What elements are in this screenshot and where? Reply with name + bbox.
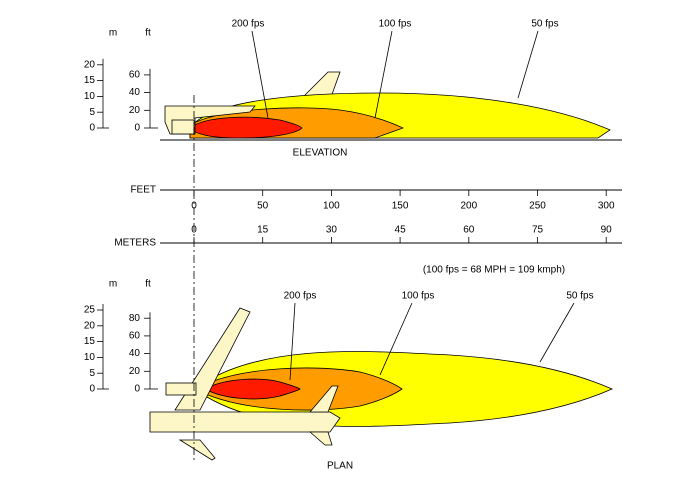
m-tick-label: 10: [84, 352, 96, 363]
feet-tick-label: 200: [460, 201, 477, 212]
feet-tick-label: 50: [257, 201, 269, 212]
wing-bottom: [178, 439, 216, 461]
m-tick-label: 10: [84, 91, 96, 102]
meters-tick-label: 30: [326, 225, 338, 236]
nacelle: [171, 119, 195, 135]
contour-label: 50 fps: [531, 19, 558, 30]
meters-tick-label: 90: [601, 225, 613, 236]
contour-200: [189, 116, 303, 139]
m-tick-label: 15: [84, 75, 96, 86]
leader-line: [374, 30, 393, 119]
ft-tick-label: 60: [129, 70, 141, 81]
contour-200: [204, 378, 301, 400]
m-unit: m: [109, 28, 117, 39]
feet-tick-label: 0: [191, 201, 197, 212]
stabilizer-bottom: [308, 431, 333, 446]
ft-tick-label: 0: [134, 123, 140, 134]
leader-line: [251, 30, 269, 119]
m-tick-label: 0: [89, 384, 95, 395]
feet-tick-label: 250: [529, 201, 546, 212]
leader-line: [517, 30, 539, 99]
view-title: ELEVATION: [293, 148, 348, 159]
meters-tick-label: 60: [463, 225, 475, 236]
feet-tick-label: 100: [323, 201, 340, 212]
view-title: PLAN: [327, 461, 353, 472]
contour-label: 50 fps: [566, 291, 593, 302]
m-tick-label: 0: [89, 123, 95, 134]
contour-label: 100 fps: [402, 291, 435, 302]
stabilizer-top: [309, 385, 339, 413]
ft-tick-label: 20: [129, 105, 141, 116]
leader-line: [539, 302, 575, 363]
fuselage: [149, 411, 341, 433]
ft-tick-label: 0: [134, 384, 140, 395]
meters-tick-label: 45: [395, 225, 407, 236]
conversion-note: (100 fps = 68 MPH = 109 kmph): [423, 265, 565, 276]
contour-label: 100 fps: [379, 19, 412, 30]
ft-tick-label: 40: [129, 87, 141, 98]
ft-tick-label: 20: [129, 366, 141, 377]
m-tick-label: 5: [89, 107, 95, 118]
m-tick-label: 5: [89, 368, 95, 379]
contour-label: 200 fps: [284, 291, 317, 302]
m-tick-label: 20: [84, 320, 96, 331]
m-tick-label: 25: [84, 305, 96, 316]
leader-line: [379, 302, 413, 376]
elevation-view: ELEVATION: [160, 71, 622, 159]
contour-label: 200 fps: [232, 19, 265, 30]
m-unit: m: [109, 279, 117, 290]
meters-tick-label: 0: [191, 225, 197, 236]
meters-tick-label: 75: [532, 225, 544, 236]
ft-unit: ft: [145, 279, 151, 290]
plan-view: PLAN: [149, 307, 613, 472]
feet-tick-label: 150: [392, 201, 409, 212]
m-tick-label: 15: [84, 336, 96, 347]
engine: [165, 382, 197, 396]
m-tick-label: 20: [84, 59, 96, 70]
ft-tick-label: 80: [129, 313, 141, 324]
ft-unit: ft: [145, 28, 151, 39]
meters-label: METERS: [114, 238, 156, 249]
feet-tick-label: 300: [598, 201, 615, 212]
ft-tick-label: 40: [129, 348, 141, 359]
leader-line: [289, 302, 296, 381]
ft-tick-label: 60: [129, 331, 141, 342]
feet-label: FEET: [130, 185, 156, 196]
meters-tick-label: 15: [257, 225, 269, 236]
